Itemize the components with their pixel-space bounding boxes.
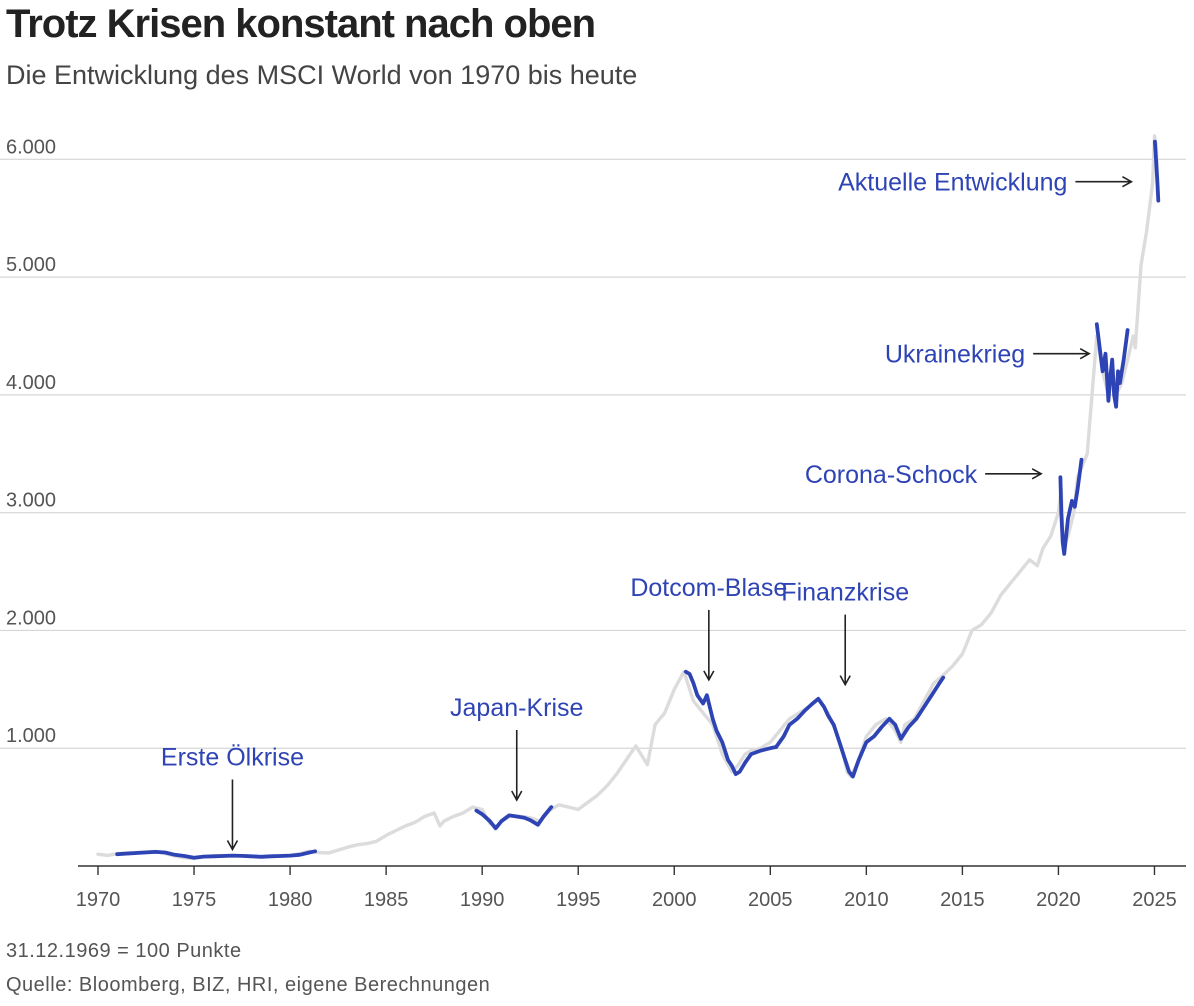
x-tick-label: 2015 bbox=[940, 889, 985, 911]
annotations: Erste Ölkrise Japan-Krise Dotcom-BlaseFina… bbox=[161, 169, 1134, 852]
series-line-highlight bbox=[115, 849, 317, 860]
y-tick-label: 4.000 bbox=[6, 372, 56, 394]
y-tick-label: 2.000 bbox=[6, 607, 56, 629]
series-line-highlight bbox=[474, 805, 554, 831]
annotation: Ukrainekrieg bbox=[885, 341, 1091, 369]
grid-lines bbox=[0, 158, 1186, 749]
annotation: Dotcom-Blase bbox=[630, 574, 787, 682]
series-line-highlight bbox=[1153, 139, 1161, 203]
y-tick-label: 1.000 bbox=[6, 725, 56, 747]
x-tick-label: 2000 bbox=[652, 889, 697, 911]
x-tick-label: 1995 bbox=[556, 889, 601, 911]
x-tick-label: 2005 bbox=[748, 889, 793, 911]
annotation-label: Ukrainekrieg bbox=[885, 341, 1025, 369]
annotation: Corona-Schock bbox=[805, 461, 1043, 489]
chart-subtitle: Die Entwicklung des MSCI World von 1970 … bbox=[6, 60, 638, 90]
annotation-label: Corona-Schock bbox=[805, 461, 978, 489]
annotation: Finanzkrise bbox=[781, 579, 909, 687]
series-line-highlight bbox=[1058, 457, 1084, 556]
x-tick-label: 2020 bbox=[1036, 889, 1081, 911]
series-line-highlight bbox=[1094, 322, 1130, 409]
y-tick-label: 6.000 bbox=[6, 136, 56, 158]
annotation: Erste Ölkrise bbox=[161, 744, 304, 852]
chart-title: Trotz Krisen konstant nach oben bbox=[6, 2, 596, 46]
annotation-label: Japan-Krise bbox=[450, 694, 583, 722]
y-tick-label: 3.000 bbox=[6, 490, 56, 512]
x-tick-label: 1985 bbox=[364, 889, 409, 911]
x-tick-label: 1975 bbox=[172, 889, 217, 911]
series-line-highlight bbox=[683, 669, 778, 776]
annotation: Japan-Krise bbox=[450, 694, 583, 802]
annotation-label: Dotcom-Blase bbox=[630, 574, 787, 602]
annotation-label: Finanzkrise bbox=[781, 579, 909, 607]
source-note: Quelle: Bloomberg, BIZ, HRI, eigene Bere… bbox=[6, 974, 491, 996]
y-tick-label: 5.000 bbox=[6, 254, 56, 276]
annotation: Aktuelle Entwicklung bbox=[838, 169, 1134, 197]
x-axis: 1970 1975 1980 1985 1990 1995 2000 2005 2010 2015… bbox=[76, 865, 1186, 911]
annotation-label: Erste Ölkrise bbox=[161, 744, 304, 772]
x-tick-label: 1970 bbox=[76, 889, 121, 911]
x-tick-label: 2010 bbox=[844, 889, 889, 911]
x-tick-label: 1990 bbox=[460, 889, 505, 911]
x-tick-label: 1980 bbox=[268, 889, 313, 911]
y-axis-labels: 1.000 2.000 3.000 4.000 5.000 6.000 bbox=[6, 136, 56, 747]
x-tick-label: 2025 bbox=[1132, 889, 1177, 911]
series-line-highlight bbox=[774, 675, 946, 779]
annotation-label: Aktuelle Entwicklung bbox=[838, 169, 1067, 197]
base-note: 31.12.1969 = 100 Punkte bbox=[6, 940, 242, 962]
series-lines bbox=[96, 134, 1161, 860]
